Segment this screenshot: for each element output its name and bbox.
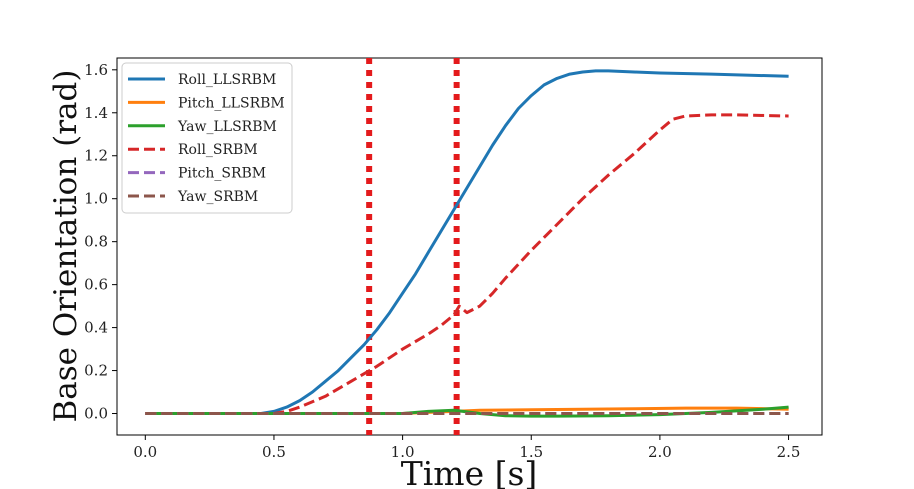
x-tick-label: 0.0 [133,443,157,461]
x-tick-label: 1.0 [391,443,415,461]
x-tick-label: 2.5 [777,443,801,461]
y-tick-label: 0.6 [84,276,108,294]
series-layer [145,69,789,418]
legend-label: Yaw_SRBM [177,189,258,205]
plot-frame [116,57,823,436]
series-line-roll-srbm [145,113,789,415]
y-axis-label: Base Orientation (rad) [48,70,84,423]
y-tick-label: 1.0 [84,190,108,208]
legend: Roll_LLSRBM Pitch_LLSRBM Yaw_LLSRBM Roll_SR… [121,62,293,214]
y-tick-label: 1.4 [84,104,108,122]
legend-label: Pitch_LLSRBM [178,95,285,111]
x-tick-label: 0.5 [262,443,286,461]
legend-label: Roll_LLSRBM [178,72,276,88]
y-tick-label: 0.2 [84,362,108,380]
x-tick-label: 1.5 [519,443,543,461]
legend-label: Yaw_LLSRBM [177,119,277,135]
y-tick-label: 1.6 [84,61,108,79]
series-line-roll-llsrbm [145,69,789,415]
y-tick-label: 0.0 [84,405,108,423]
x-axis-label: Time [s] [401,454,538,489]
legend-box [121,62,293,214]
y-axis: 0.0 0.2 0.4 0.6 0.8 1.0 1.2 1.4 1.6 [84,61,117,423]
legend-label: Roll_SRBM [178,142,258,158]
y-tick-label: 1.2 [84,147,108,165]
y-tick-label: 0.4 [84,319,108,337]
legend-label: Pitch_SRBM [178,166,266,182]
y-tick-label: 0.8 [84,233,108,251]
x-tick-label: 2.0 [648,443,672,461]
x-axis: 0.0 0.5 1.0 1.5 2.0 2.5 [133,435,800,461]
